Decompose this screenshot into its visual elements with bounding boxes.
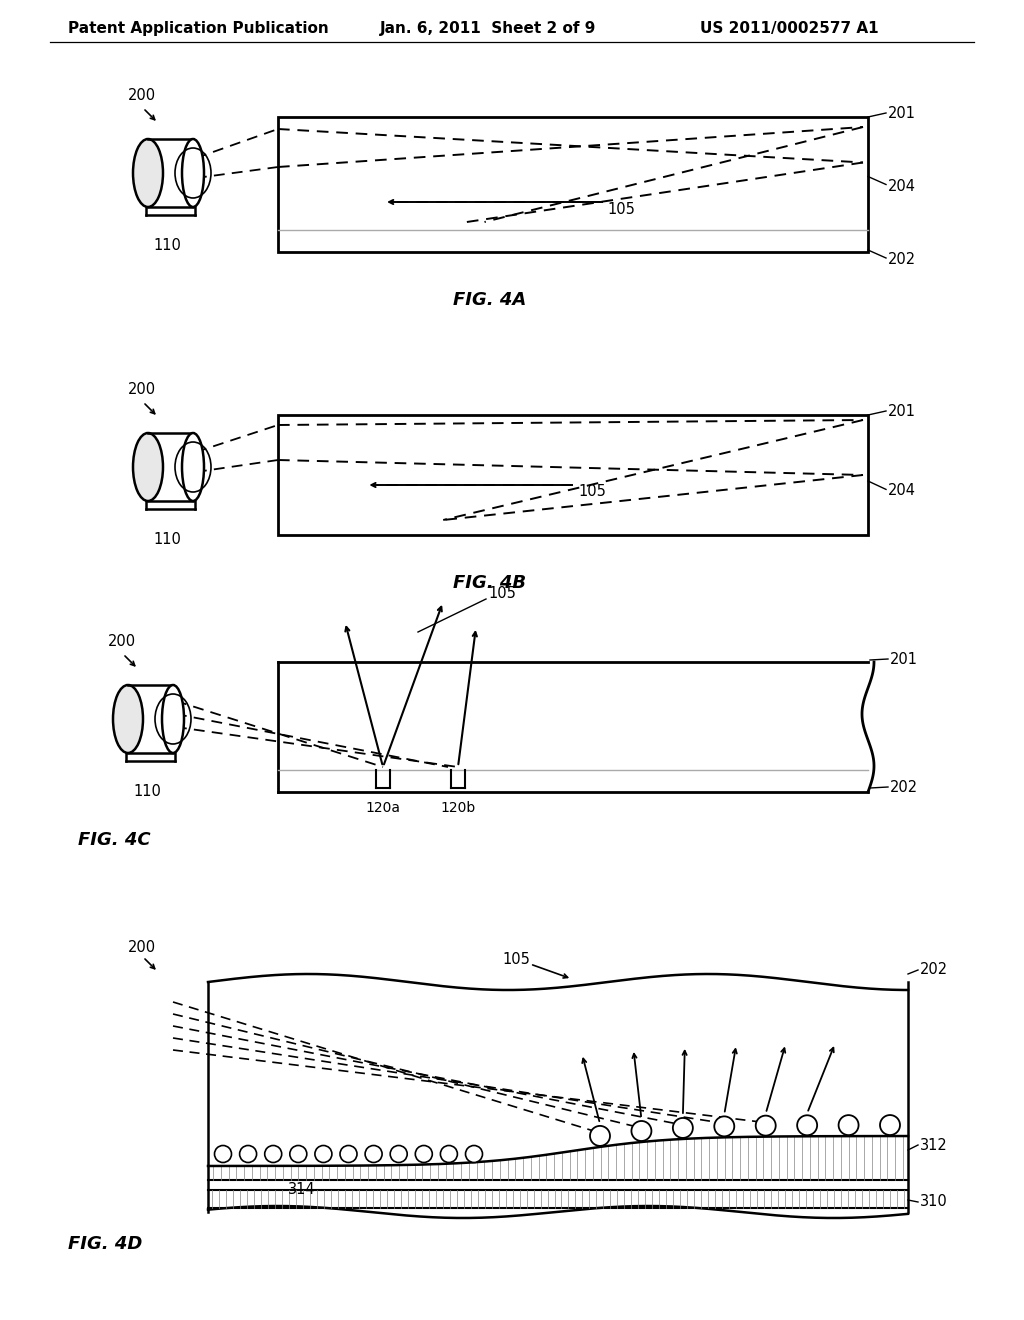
Text: US 2011/0002577 A1: US 2011/0002577 A1 <box>700 21 879 36</box>
Circle shape <box>240 1146 257 1163</box>
Text: 201: 201 <box>888 404 916 420</box>
Circle shape <box>673 1118 693 1138</box>
Text: 120b: 120b <box>440 801 475 814</box>
Text: 200: 200 <box>128 940 156 954</box>
Circle shape <box>290 1146 307 1163</box>
Ellipse shape <box>133 139 163 207</box>
Text: 200: 200 <box>128 381 156 396</box>
Circle shape <box>797 1115 817 1135</box>
Text: FIG. 4A: FIG. 4A <box>454 290 526 309</box>
Text: 110: 110 <box>153 532 181 546</box>
Text: 200: 200 <box>108 634 136 648</box>
Text: 110: 110 <box>153 238 181 252</box>
Bar <box>278 117 868 252</box>
Ellipse shape <box>133 433 163 502</box>
Circle shape <box>839 1115 858 1135</box>
Text: 202: 202 <box>888 252 916 268</box>
Text: 202: 202 <box>890 780 919 795</box>
Bar <box>278 414 868 535</box>
Text: FIG. 4C: FIG. 4C <box>78 832 151 849</box>
Circle shape <box>366 1146 382 1163</box>
Circle shape <box>466 1146 482 1163</box>
Circle shape <box>756 1115 776 1135</box>
Text: 120a: 120a <box>365 801 400 814</box>
Circle shape <box>340 1146 357 1163</box>
Circle shape <box>264 1146 282 1163</box>
Text: 310: 310 <box>920 1195 948 1209</box>
Circle shape <box>440 1146 458 1163</box>
Text: Jan. 6, 2011  Sheet 2 of 9: Jan. 6, 2011 Sheet 2 of 9 <box>380 21 596 36</box>
Text: 314: 314 <box>288 1181 315 1196</box>
Text: 201: 201 <box>890 652 918 667</box>
Text: 105: 105 <box>488 586 516 602</box>
Text: 105: 105 <box>607 202 635 216</box>
Text: 204: 204 <box>888 483 916 498</box>
Ellipse shape <box>162 685 184 752</box>
Circle shape <box>880 1115 900 1135</box>
Text: FIG. 4B: FIG. 4B <box>454 574 526 591</box>
Ellipse shape <box>113 685 143 752</box>
Text: 110: 110 <box>133 784 161 799</box>
Text: 200: 200 <box>128 87 156 103</box>
Circle shape <box>315 1146 332 1163</box>
Text: FIG. 4D: FIG. 4D <box>68 1236 142 1253</box>
Ellipse shape <box>182 433 204 502</box>
Text: 105: 105 <box>578 484 606 499</box>
Circle shape <box>632 1121 651 1140</box>
Circle shape <box>390 1146 408 1163</box>
Text: 312: 312 <box>920 1138 948 1152</box>
Circle shape <box>214 1146 231 1163</box>
Text: 105: 105 <box>502 953 529 968</box>
Circle shape <box>715 1117 734 1137</box>
Text: 202: 202 <box>920 962 948 978</box>
Text: 201: 201 <box>888 107 916 121</box>
Circle shape <box>416 1146 432 1163</box>
Text: Patent Application Publication: Patent Application Publication <box>68 21 329 36</box>
Circle shape <box>590 1126 610 1146</box>
Text: 204: 204 <box>888 180 916 194</box>
Ellipse shape <box>182 139 204 207</box>
